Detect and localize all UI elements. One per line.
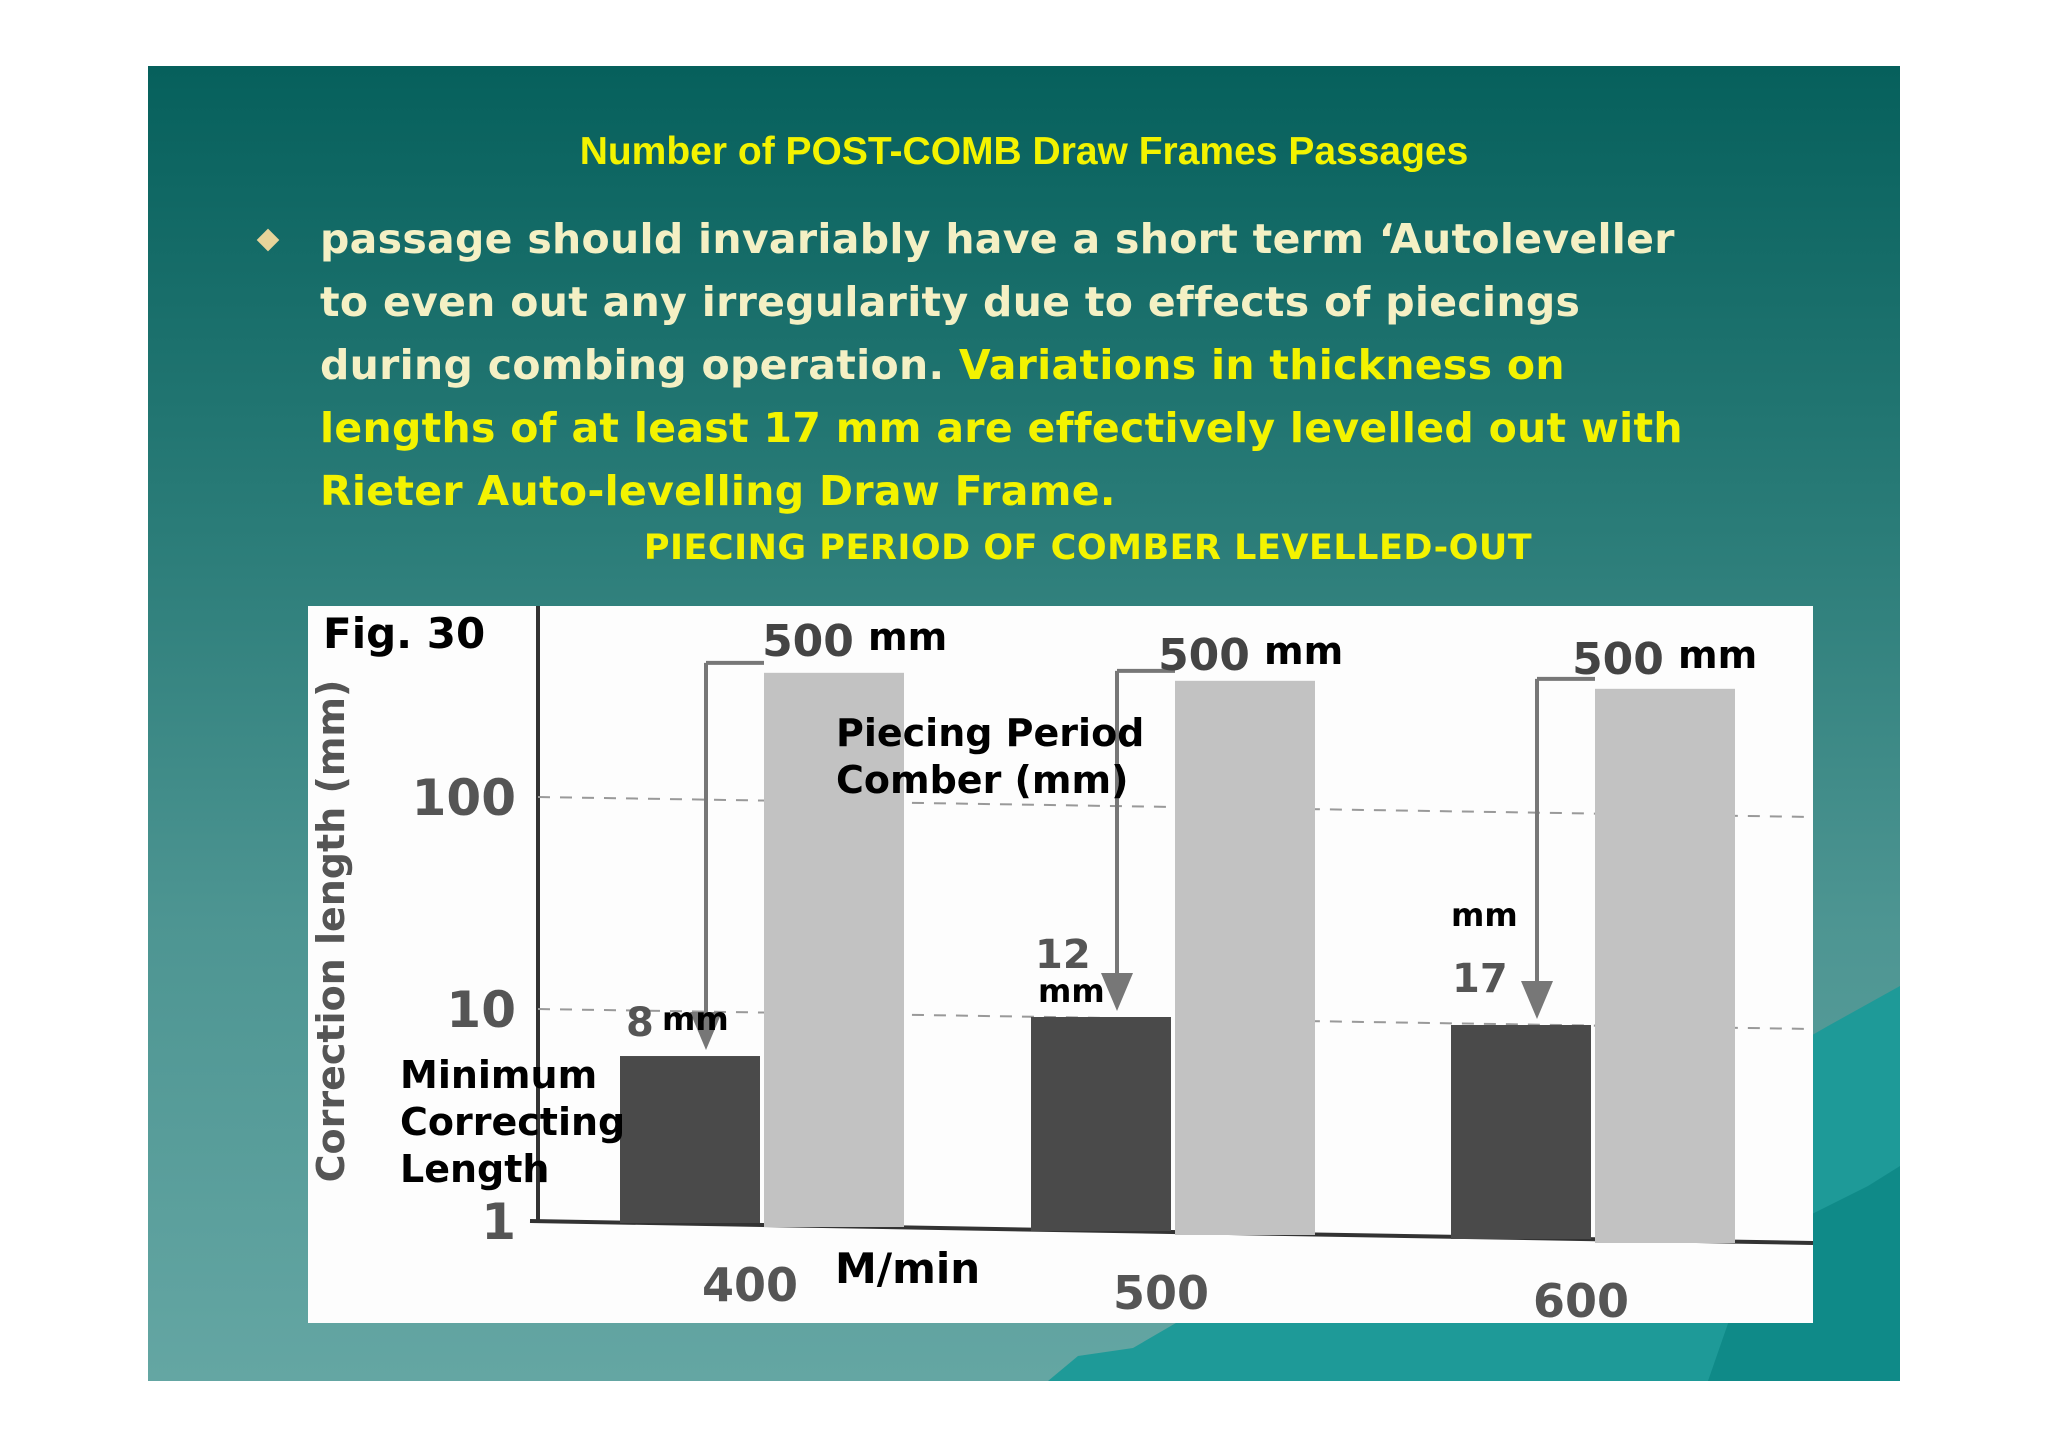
bar-unit-label: mm <box>1038 972 1105 1010</box>
bullet-line: during combing operation. Variations in … <box>320 334 1850 397</box>
bar-unit-label: mm <box>662 1000 729 1038</box>
series-label-minimum-correcting-length: Minimum <box>400 1053 597 1097</box>
bullet-text: passage should invariably have a short t… <box>320 208 1850 523</box>
slide: Number of POST-COMB Draw Frames Passages… <box>148 66 1900 1381</box>
arrow-head <box>1521 981 1553 1019</box>
bar-value-label: 500 <box>762 616 854 667</box>
bar-unit-label: mm <box>868 615 947 659</box>
bar-unit-label: mm <box>1264 629 1343 673</box>
bar-value-label: 500 <box>1572 634 1664 685</box>
bullet-line: lengths of at least 17 mm are effectivel… <box>320 397 1850 460</box>
y-tick-label: 100 <box>412 769 516 827</box>
highlighted-text: lengths of at least 17 mm are effectivel… <box>320 404 1683 452</box>
bar-minimum-correcting-length <box>1451 1025 1591 1239</box>
bar-piecing-period <box>764 672 904 1227</box>
bar-value-label: 17 <box>1452 956 1508 1002</box>
y-tick-label: 1 <box>481 1193 516 1251</box>
bar-value-label: 8 <box>626 1000 654 1046</box>
bullet-line: to even out any irregularity due to effe… <box>320 271 1850 334</box>
x-axis-label: M/min <box>835 1244 980 1293</box>
chart-subtitle: PIECING PERIOD OF COMBER LEVELLED-OUT <box>643 528 1533 568</box>
slide-title: Number of POST-COMB Draw Frames Passages <box>579 130 1469 173</box>
arrow-head <box>1101 973 1133 1011</box>
x-tick-label: 400 <box>702 1258 798 1312</box>
arrow-head <box>690 1012 722 1051</box>
highlighted-text: Rieter Auto-levelling Draw Frame. <box>320 467 1116 515</box>
y-tick-label: 10 <box>446 981 516 1039</box>
fig-label-backing <box>308 606 520 662</box>
bar-chart: 1 10 100 Correction length (mm) 400 500 600 500… <box>308 606 1813 1323</box>
x-tick-label: 600 <box>1533 1274 1629 1323</box>
bar-piecing-period <box>1595 688 1735 1243</box>
bullet-line: Rieter Auto-levelling Draw Frame. <box>320 460 1850 523</box>
y-axis-label: Correction length (mm) <box>309 680 353 1183</box>
series-label-minimum-correcting-length: Correcting <box>400 1100 625 1144</box>
body-text: passage should invariably have a short t… <box>320 215 1675 263</box>
bar-unit-label: mm <box>1451 896 1518 934</box>
bar-value-label: 500 <box>1158 630 1250 681</box>
bar-piecing-period <box>1175 680 1315 1235</box>
x-tick-label: 500 <box>1113 1266 1209 1320</box>
body-text: to even out any irregularity due to effe… <box>320 278 1581 326</box>
bullet-line: passage should invariably have a short t… <box>320 208 1850 271</box>
bar-value-label: 12 <box>1035 932 1091 978</box>
bar-minimum-correcting-length <box>1031 1017 1171 1231</box>
series-label-minimum-correcting-length: Length <box>400 1147 549 1191</box>
bar-minimum-correcting-length <box>620 1056 760 1223</box>
series-label-piecing-period: Piecing Period <box>836 711 1144 755</box>
body-text: during combing operation. <box>320 341 959 389</box>
figure-label: Fig. 30 <box>323 609 485 658</box>
series-label-piecing-period: Comber (mm) <box>836 758 1128 802</box>
figure-panel: 1 10 100 Correction length (mm) 400 500 600 500… <box>308 606 1813 1323</box>
highlighted-text: Variations in thickness on <box>958 341 1565 389</box>
bar-unit-label: mm <box>1678 633 1757 677</box>
